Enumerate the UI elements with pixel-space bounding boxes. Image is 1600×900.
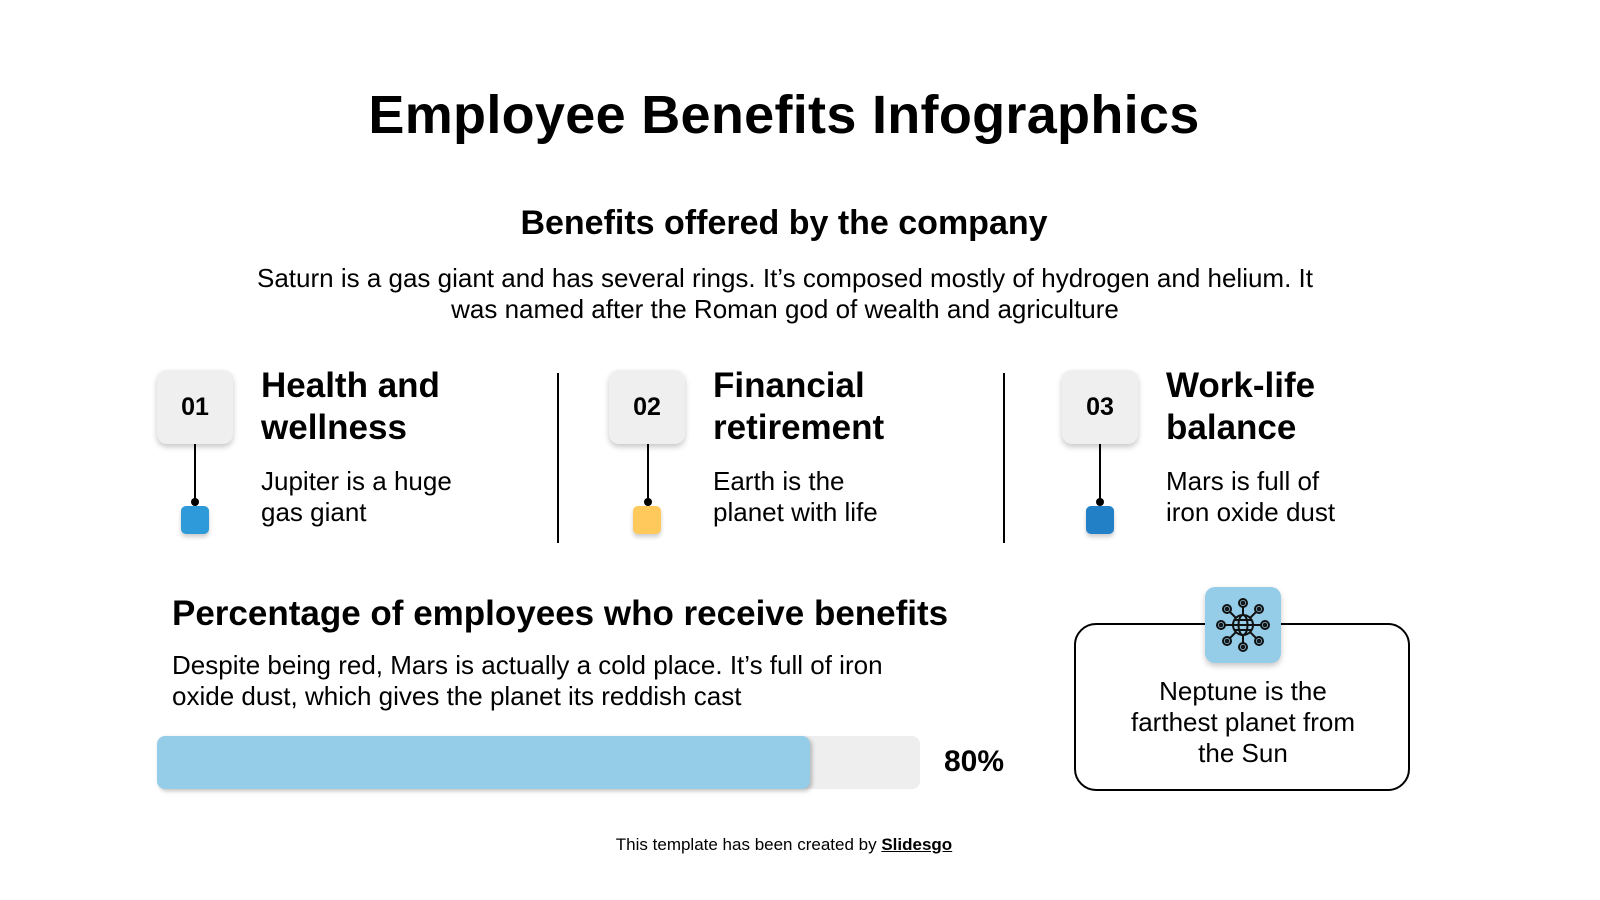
benefit-title: Health and wellness: [261, 366, 440, 447]
slidesgo-link[interactable]: Slidesgo: [881, 835, 953, 854]
color-swatch-dark-blue: [1086, 506, 1114, 534]
connector-dot: [191, 498, 199, 506]
card-text: Neptune is the farthest planet from the …: [1131, 676, 1355, 768]
benefit-number-badge: 02: [609, 370, 685, 444]
page-title: Employee Benefits Infographics: [368, 85, 1200, 145]
color-swatch-yellow: [633, 506, 661, 534]
benefit-number-badge: 01: [157, 370, 233, 444]
connector-line: [194, 444, 196, 502]
benefit-number-badge: 03: [1062, 370, 1138, 444]
footer-credit: This template has been created by Slides…: [0, 835, 1568, 855]
connector-dot: [644, 498, 652, 506]
section-subtitle: Benefits offered by the company: [520, 204, 1048, 242]
globe-network-icon: [1205, 587, 1281, 663]
benefit-description: Mars is full of iron oxide dust: [1166, 466, 1336, 527]
connector-line: [1099, 444, 1101, 502]
benefit-title: Financial retirement: [713, 366, 885, 447]
divider: [557, 373, 559, 543]
divider: [1003, 373, 1005, 543]
intro-text: Saturn is a gas giant and has several ri…: [160, 263, 1410, 325]
connector-line: [647, 444, 649, 502]
footer-prefix: This template has been created by: [615, 835, 882, 854]
percentage-description: Despite being red, Mars is actually a co…: [172, 650, 883, 711]
progress-value: 80%: [944, 745, 1005, 778]
benefit-description: Jupiter is a huge gas giant: [261, 466, 452, 527]
intro-line-1: Saturn is a gas giant and has several ri…: [257, 263, 1313, 293]
connector-dot: [1096, 498, 1104, 506]
benefit-title: Work-life balance: [1166, 366, 1316, 447]
percentage-title: Percentage of employees who receive bene…: [172, 594, 949, 633]
progress-fill: [157, 736, 811, 789]
color-swatch-blue: [181, 506, 209, 534]
benefit-description: Earth is the planet with life: [713, 466, 878, 527]
intro-line-2: was named after the Roman god of wealth …: [451, 294, 1119, 324]
